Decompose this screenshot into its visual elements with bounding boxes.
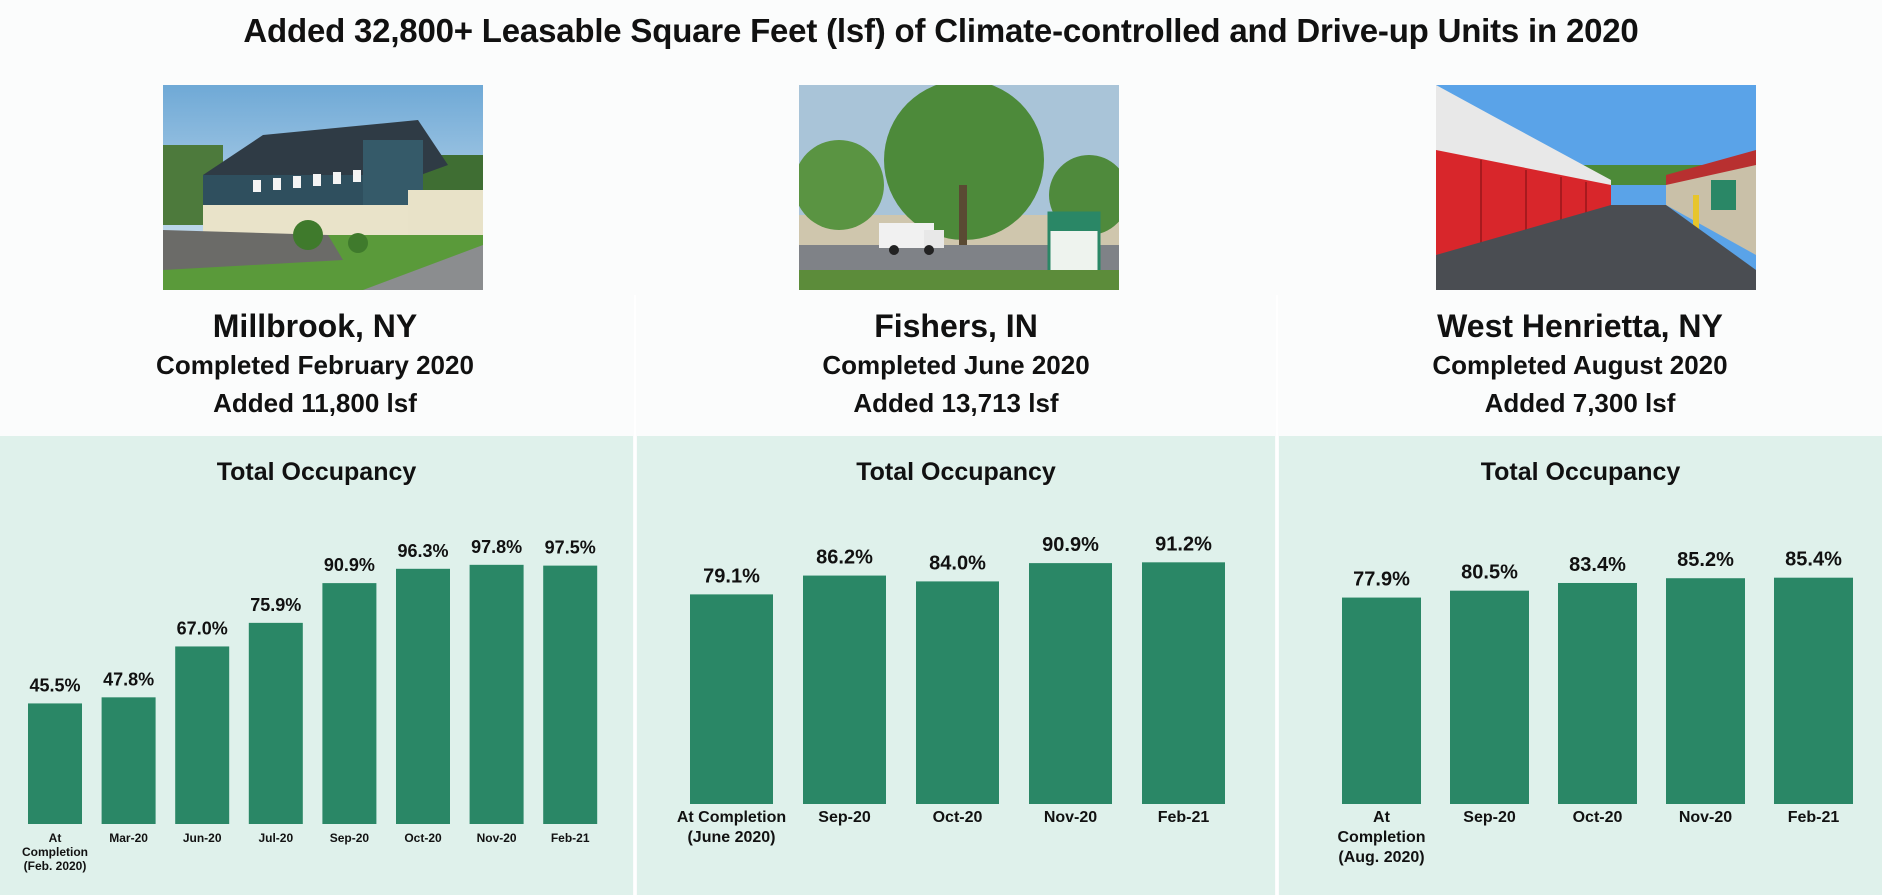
category-label-4: Sep-20 (330, 831, 370, 845)
value-label-1: 47.8% (103, 669, 154, 689)
location-added: Added 11,800 lsf (213, 388, 417, 418)
chart-panel-west-henrietta: Total Occupancy 77.9% At Completion (Aug. 2… (1279, 436, 1882, 895)
west-henrietta-photo (1436, 85, 1756, 290)
category-label-5: Oct-20 (404, 831, 442, 845)
value-label-4: 90.9% (324, 555, 375, 575)
bar-1 (101, 697, 156, 824)
bar-4 (1774, 577, 1853, 804)
category-label-0: At Completion (Aug. 2020) (1338, 809, 1426, 866)
column-divider (634, 295, 636, 895)
occupancy-chart-fishers: 79.1% At Completion (June 2020) 86.2% Sep-20… (677, 533, 1225, 846)
location-completed: Completed June 2020 (822, 350, 1090, 380)
value-label-4: 85.4% (1785, 549, 1842, 571)
category-label-1: Sep-20 (818, 809, 871, 826)
value-label-2: 84.0% (929, 552, 986, 574)
occupancy-chart-west-henrietta: 77.9% At Completion (Aug. 2020) 80.5% Sep-20 8… (1338, 549, 1853, 866)
bar-4 (322, 583, 377, 824)
value-label-0: 45.5% (29, 675, 80, 695)
location-city: Millbrook, NY (212, 308, 418, 344)
location-fishers: Fishers, IN Completed June 2020 Added 13… (636, 306, 1276, 422)
bar-3 (248, 622, 303, 824)
bar-3 (1029, 563, 1112, 804)
value-label-0: 79.1% (703, 565, 760, 587)
category-label-7: Feb-21 (551, 831, 590, 845)
chart-title: Total Occupancy (1480, 458, 1681, 486)
chart-title: Total Occupancy (216, 458, 417, 486)
category-label-6: Nov-20 (477, 831, 517, 845)
chart-panel-fishers: Total Occupancy 79.1% At Completion (June … (637, 436, 1275, 895)
location-millbrook: Millbrook, NY Completed February 2020 Ad… (0, 306, 630, 422)
category-label-2: Oct-20 (1573, 809, 1623, 826)
value-label-6: 97.8% (471, 537, 522, 557)
bar-0 (690, 594, 773, 804)
value-label-5: 96.3% (397, 541, 448, 561)
value-label-2: 67.0% (177, 618, 228, 638)
value-label-3: 90.9% (1042, 534, 1099, 556)
category-label-3: Nov-20 (1044, 809, 1097, 826)
value-label-3: 75.9% (250, 595, 301, 615)
category-label-0: At Completion (Feb. 2020) (22, 831, 88, 873)
category-label-0: At Completion (June 2020) (677, 809, 786, 846)
location-completed: Completed February 2020 (156, 350, 474, 380)
location-added: Added 7,300 lsf (1484, 388, 1676, 418)
category-label-3: Jul-20 (258, 831, 293, 845)
page-title: Added 32,800+ Leasable Square Feet (lsf)… (243, 12, 1639, 49)
category-label-2: Jun-20 (183, 831, 222, 845)
value-label-2: 83.4% (1569, 554, 1626, 576)
category-label-4: Feb-21 (1788, 809, 1840, 826)
fishers-photo (799, 85, 1119, 290)
bar-1 (1450, 590, 1529, 804)
chart-panel-millbrook: Total Occupancy 45.5% At Completion (Feb. 2… (0, 436, 633, 895)
bar-7 (543, 565, 598, 824)
bar-5 (396, 568, 450, 824)
category-label-1: Mar-20 (109, 831, 148, 845)
location-west-henrietta: West Henrietta, NY Completed August 2020… (1278, 306, 1882, 422)
column-divider (1276, 295, 1278, 895)
category-label-4: Feb-21 (1158, 809, 1210, 826)
category-label-1: Sep-20 (1463, 809, 1516, 826)
bar-2 (175, 646, 230, 824)
location-completed: Completed August 2020 (1432, 350, 1728, 380)
bar-1 (803, 575, 886, 804)
bar-4 (1142, 562, 1225, 804)
location-city: West Henrietta, NY (1437, 308, 1723, 344)
category-label-3: Nov-20 (1679, 809, 1732, 826)
bar-6 (469, 564, 524, 824)
value-label-3: 85.2% (1677, 549, 1734, 571)
millbrook-photo (163, 85, 483, 290)
occupancy-chart-millbrook: 45.5% At Completion (Feb. 2020) 47.8% Mar-20 6… (22, 537, 598, 873)
category-label-2: Oct-20 (933, 809, 983, 826)
value-label-4: 91.2% (1155, 533, 1212, 555)
bar-0 (28, 703, 82, 824)
chart-title: Total Occupancy (856, 458, 1056, 486)
value-label-0: 77.9% (1353, 569, 1410, 591)
value-label-1: 86.2% (816, 547, 873, 569)
bar-2 (916, 581, 999, 804)
bar-2 (1558, 582, 1637, 804)
location-added: Added 13,713 lsf (853, 388, 1059, 418)
value-label-1: 80.5% (1461, 562, 1518, 584)
bar-0 (1342, 597, 1421, 804)
bar-3 (1666, 578, 1745, 804)
location-city: Fishers, IN (874, 308, 1038, 344)
value-label-7: 97.5% (545, 538, 596, 558)
